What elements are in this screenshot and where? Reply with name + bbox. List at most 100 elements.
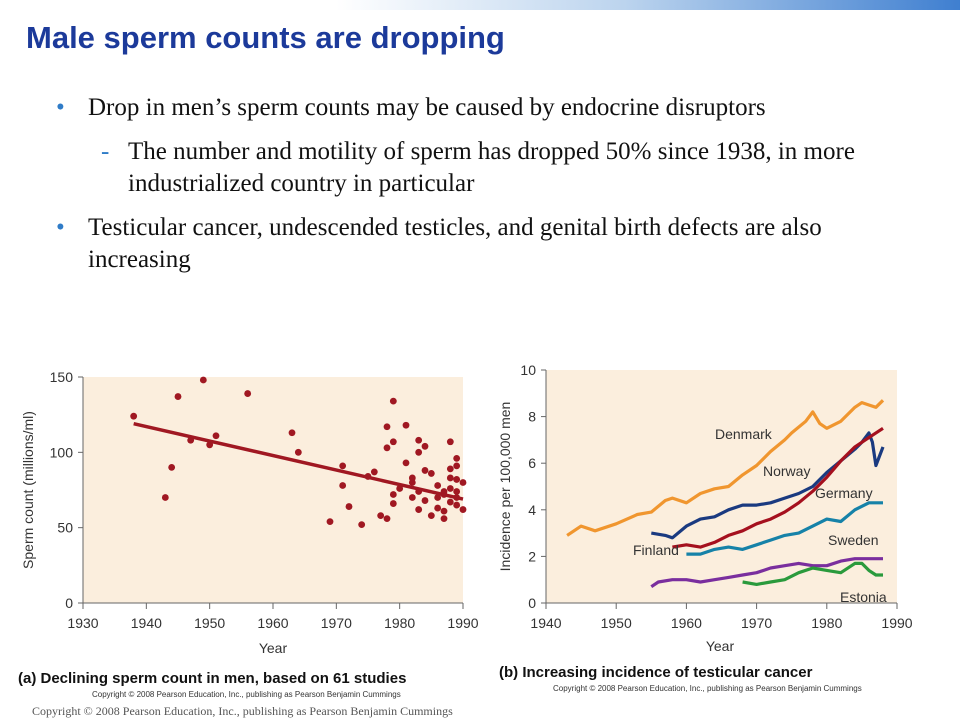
x-tick-label: 1960 — [257, 615, 288, 631]
y-tick-label: 2 — [528, 548, 536, 564]
copyright-b: Copyright © 2008 Pearson Education, Inc.… — [553, 684, 862, 693]
bullet-text: Drop in men’s sperm counts may be caused… — [88, 94, 766, 121]
data-point — [415, 506, 423, 513]
data-point — [364, 473, 372, 480]
series-label-sweden: Sweden — [828, 532, 879, 548]
data-point — [440, 488, 448, 495]
data-point — [339, 462, 347, 470]
data-point — [370, 468, 378, 476]
data-point — [446, 465, 454, 473]
x-tick-label: 1990 — [881, 615, 912, 631]
series-line-denmark — [566, 399, 885, 537]
footer-copyright: Copyright © 2008 Pearson Education, Inc.… — [32, 704, 453, 718]
data-point — [453, 454, 461, 462]
y-tick-label: 150 — [50, 369, 74, 385]
data-point — [415, 448, 423, 456]
data-point — [326, 518, 334, 526]
y-axis-title: Incidence per 100,000 men — [497, 402, 513, 572]
data-point — [168, 464, 176, 471]
x-axis-title: Year — [259, 640, 288, 656]
data-point — [294, 448, 302, 456]
chart-a-caption: (a) Declining sperm count in men, based … — [18, 670, 406, 687]
data-point — [453, 462, 461, 470]
data-point — [408, 494, 416, 501]
y-tick-label: 0 — [65, 595, 73, 611]
data-point — [440, 515, 448, 523]
data-point — [161, 494, 169, 501]
data-point — [459, 479, 467, 486]
data-point — [383, 444, 391, 452]
data-point — [453, 476, 461, 483]
top-gradient-bar — [0, 0, 960, 10]
data-point — [446, 474, 454, 482]
data-point — [440, 507, 448, 515]
data-point — [402, 421, 410, 429]
data-point — [383, 515, 391, 523]
data-point — [358, 521, 366, 529]
series-line-germany — [672, 426, 884, 549]
y-axis-title: Sperm count (millions/ml) — [20, 411, 36, 569]
data-point — [187, 436, 195, 444]
data-point — [199, 376, 207, 384]
bullet-item: • Drop in men’s sperm counts may be caus… — [56, 92, 916, 124]
data-point — [427, 470, 435, 477]
data-point — [130, 412, 138, 420]
series-line-estonia — [742, 561, 883, 586]
data-point — [453, 501, 461, 509]
series-label-estonia: Estonia — [840, 589, 887, 605]
data-point — [288, 429, 296, 437]
series-line-sweden — [686, 501, 883, 556]
x-tick-label: 1950 — [601, 615, 632, 631]
series-label-germany: Germany — [815, 485, 873, 501]
bullet-item: • Testicular cancer, undescended testicl… — [56, 212, 916, 276]
x-tick-label: 1940 — [530, 615, 561, 631]
data-point — [389, 500, 397, 507]
y-tick-label: 6 — [528, 455, 536, 471]
data-point — [345, 503, 353, 510]
data-point — [396, 485, 404, 492]
dash-icon: - — [101, 138, 110, 165]
x-axis-title: Year — [706, 638, 735, 654]
x-tick-label: 1980 — [384, 615, 415, 631]
data-point — [434, 494, 442, 501]
bullet-text: Testicular cancer, undescended testicles… — [88, 214, 822, 273]
x-tick-label: 1990 — [447, 615, 478, 631]
y-tick-label: 4 — [528, 502, 536, 518]
data-point — [421, 497, 429, 504]
data-point — [453, 488, 461, 495]
series-label-norway: Norway — [763, 463, 810, 479]
bullet-dot-icon: • — [56, 94, 65, 121]
data-point — [383, 423, 391, 431]
data-point — [421, 442, 429, 450]
bullet-list: • Drop in men’s sperm counts may be caus… — [56, 92, 916, 288]
chart-b-caption: (b) Increasing incidence of testicular c… — [499, 664, 813, 681]
data-point — [389, 438, 397, 446]
data-point — [244, 390, 252, 397]
sub-bullet-text: The number and motility of sperm has dro… — [128, 138, 855, 197]
data-point — [421, 467, 429, 474]
y-tick-label: 8 — [528, 409, 536, 425]
data-point — [434, 482, 442, 489]
y-tick-label: 10 — [520, 362, 536, 378]
x-tick-label: 1940 — [131, 615, 162, 631]
y-tick-label: 50 — [57, 520, 73, 536]
series-line-norway — [651, 431, 885, 540]
x-tick-label: 1970 — [321, 615, 352, 631]
data-point — [434, 504, 442, 512]
x-tick-label: 1930 — [67, 615, 98, 631]
data-point — [415, 436, 423, 444]
x-tick-label: 1960 — [671, 615, 702, 631]
data-point — [212, 432, 220, 440]
series-label-denmark: Denmark — [715, 426, 773, 442]
data-point — [402, 459, 410, 467]
data-point — [174, 393, 182, 400]
data-point — [459, 506, 467, 513]
data-point — [446, 498, 454, 506]
data-point — [446, 438, 454, 446]
chart-a-sperm-count: 0 50 100 150 1930 1940 1950 1960 1970 1980 1990 Yea… — [18, 369, 479, 687]
data-point — [415, 488, 423, 495]
data-point — [453, 494, 461, 501]
sub-bullet-item: - The number and motility of sperm has d… — [56, 136, 916, 200]
x-tick-label: 1950 — [194, 615, 225, 631]
